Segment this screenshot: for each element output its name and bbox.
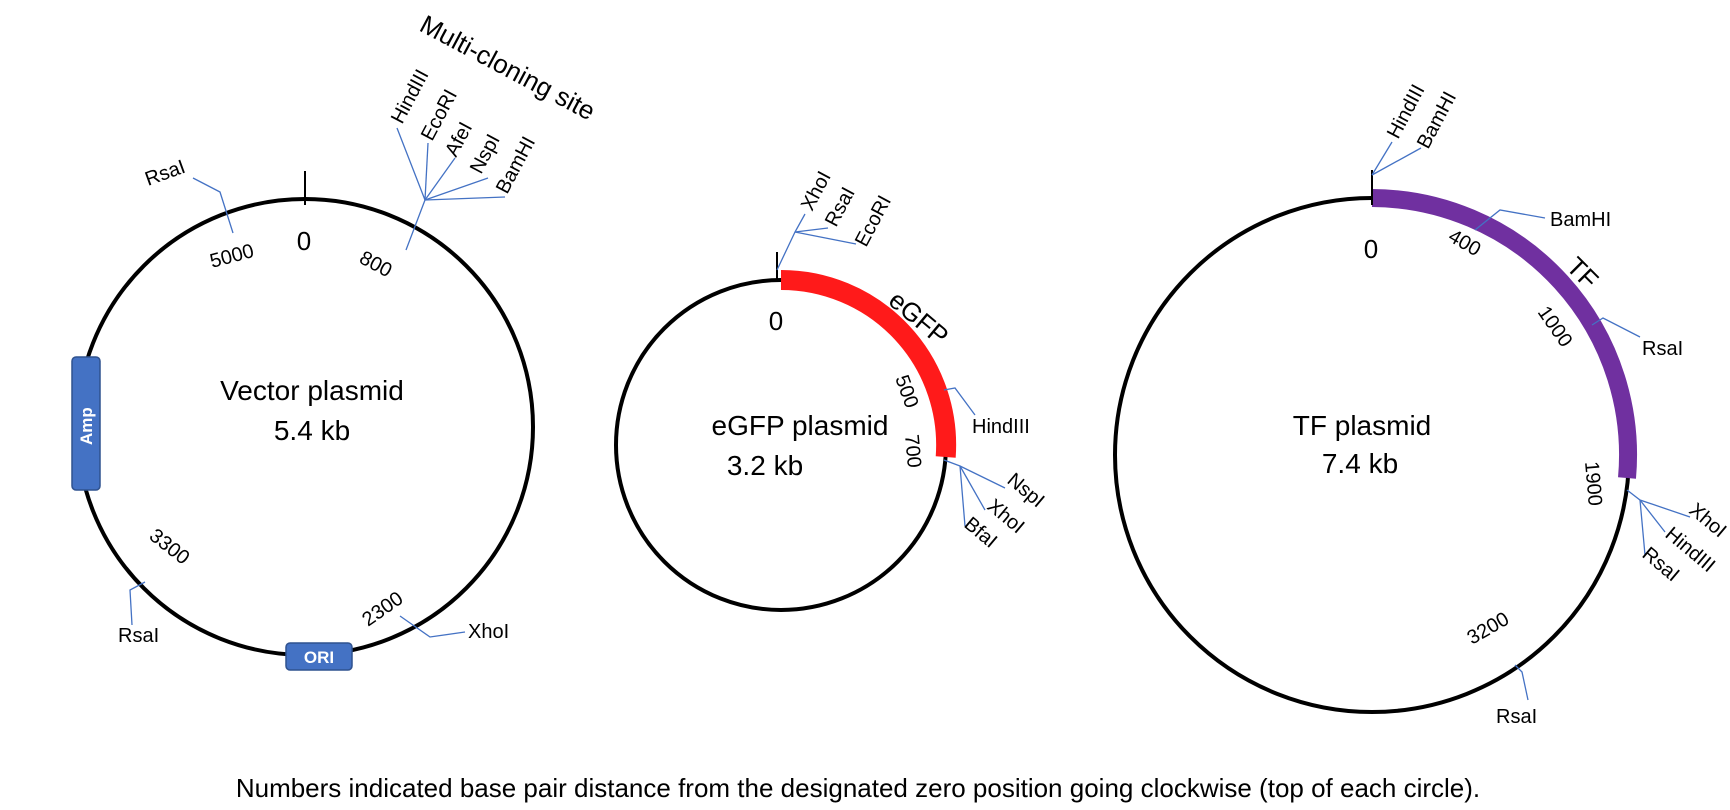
caption: Numbers indicated base pair distance fro… [236,773,1480,803]
egfp-bottom-line-nspi [943,459,1006,489]
egfp-pos-700: 700 [900,434,925,469]
tf-rsai-bottom-label: RsaI [1496,706,1537,728]
vector-rsai-bottom-label: RsaI [118,625,159,647]
egfp-zero-label: 0 [769,306,783,336]
tf-pos-1900: 1900 [1580,461,1606,507]
tf-top-line-bamhi [1371,147,1422,176]
tf-right-line-xhoi [1626,489,1691,518]
egfp-top-enzyme-ecori: EcoRI [851,192,896,250]
egfp-bottom-line-xhoi [959,465,986,511]
vector-xhoi-label: XhoI [468,621,509,643]
egfp-hindiii-line [943,387,976,416]
tf-rsai-right-line [1591,317,1641,338]
egfp-plasmid-name: eGFP plasmid [712,410,889,441]
egfp-hindiii-label: HindIII [972,416,1030,438]
egfp-bottom-line-bfai [959,465,966,527]
tf-pos-1000: 1000 [1533,302,1577,351]
vector-xhoi-line [399,615,466,638]
vector-rsai-bottom-line [129,581,146,626]
egfp-plasmid-size: 3.2 kb [727,450,803,481]
vector-zero-label: 0 [297,226,311,256]
tf-right-line-hindiii [1639,499,1666,533]
vector-ori-label: ORI [304,648,334,667]
tf-bamhi-label: BamHI [1550,209,1611,231]
vector-pos-3300: 3300 [145,525,194,570]
tf-top-line-hindiii [1371,141,1393,176]
vector-mcs-line-bamhi [424,196,506,201]
vector-plasmid-name: Vector plasmid [220,375,404,406]
vector-rsai-top-label: RsaI [142,156,188,191]
vector-pos-5000: 5000 [208,240,257,273]
vector-pos-800: 800 [356,247,396,282]
vector-pos-2300: 2300 [358,588,407,632]
vector-plasmid-size: 5.4 kb [274,415,350,446]
tf-plasmid-name: TF plasmid [1293,410,1431,441]
tf-right-line-rsai [1639,499,1646,556]
tf-plasmid-size: 7.4 kb [1322,448,1398,479]
vector-amp-label: Amp [77,407,96,445]
vector-mcs-line-ecori [424,142,429,201]
egfp-top-line-xhoi [776,213,806,271]
egfp-top-line-ecori [794,231,857,245]
egfp-top-line-rsai [794,227,829,233]
tf-pos-3200: 3200 [1464,608,1514,649]
vector-rsai-top-line [192,177,234,234]
vector-plasmid: 0 Multi-cloning site HindIII EcoRI AfeI … [71,9,600,671]
vector-mcs-line-afei [424,157,456,201]
tf-rsai-bottom-line [1514,664,1529,701]
vector-amp-box [71,356,101,491]
tf-zero-label: 0 [1364,234,1378,264]
vector-ori-box [285,642,353,671]
egfp-gene-arc [780,269,957,458]
vector-mcs-line-nspi [424,177,489,201]
tf-bamhi-line [1474,209,1546,231]
tf-plasmid: 0 TF HindIII BamHI BamHI 400 RsaI 1000 X… [1113,81,1730,728]
tf-gene-arc [1371,189,1638,479]
egfp-pos-500: 500 [890,372,922,411]
egfp-plasmid: 0 eGFP XhoI RsaI EcoRI HindIII 500 NspI … [614,168,1048,612]
tf-rsai-right-label: RsaI [1642,338,1683,360]
